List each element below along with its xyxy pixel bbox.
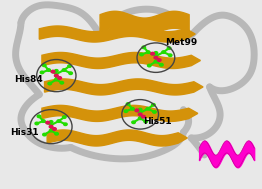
Circle shape [63, 116, 66, 118]
Circle shape [48, 82, 52, 85]
Circle shape [146, 108, 150, 110]
Circle shape [142, 46, 146, 49]
Polygon shape [39, 26, 195, 42]
Circle shape [40, 71, 44, 74]
Circle shape [52, 128, 56, 130]
Text: His31: His31 [10, 128, 39, 137]
Circle shape [154, 60, 158, 63]
Circle shape [57, 120, 61, 122]
Circle shape [162, 51, 165, 53]
Text: Met99: Met99 [165, 38, 197, 47]
Circle shape [51, 70, 55, 73]
Circle shape [135, 109, 139, 112]
Circle shape [141, 115, 145, 118]
Text: His84: His84 [14, 75, 43, 84]
Circle shape [42, 120, 45, 122]
Polygon shape [42, 105, 198, 121]
Polygon shape [42, 53, 200, 68]
Circle shape [144, 120, 148, 123]
Circle shape [148, 64, 151, 67]
Circle shape [146, 51, 150, 53]
Circle shape [168, 54, 172, 57]
Circle shape [153, 111, 156, 113]
Circle shape [154, 56, 158, 59]
Circle shape [49, 129, 53, 132]
Circle shape [55, 132, 58, 135]
Polygon shape [45, 79, 203, 95]
Circle shape [126, 103, 130, 105]
Circle shape [64, 123, 67, 125]
Circle shape [68, 65, 71, 67]
Circle shape [131, 108, 134, 110]
Circle shape [167, 47, 171, 49]
Circle shape [49, 121, 53, 123]
Circle shape [157, 59, 161, 61]
Circle shape [46, 121, 50, 124]
Circle shape [35, 122, 39, 125]
Circle shape [58, 77, 62, 79]
Circle shape [54, 78, 58, 81]
Circle shape [138, 113, 142, 116]
Circle shape [138, 117, 142, 120]
Circle shape [54, 70, 58, 72]
Circle shape [132, 121, 135, 124]
Circle shape [154, 52, 158, 54]
Circle shape [49, 125, 53, 128]
Circle shape [152, 104, 155, 106]
Circle shape [42, 64, 46, 67]
Circle shape [60, 81, 64, 84]
Circle shape [37, 115, 41, 118]
Circle shape [69, 72, 72, 74]
Circle shape [140, 53, 143, 56]
Text: His51: His51 [143, 117, 171, 126]
Circle shape [54, 74, 58, 77]
Circle shape [160, 64, 163, 66]
Circle shape [124, 110, 128, 112]
Circle shape [151, 52, 155, 55]
Circle shape [47, 69, 50, 71]
Polygon shape [47, 130, 187, 146]
Circle shape [62, 69, 66, 71]
Circle shape [138, 108, 142, 111]
Circle shape [43, 133, 46, 136]
